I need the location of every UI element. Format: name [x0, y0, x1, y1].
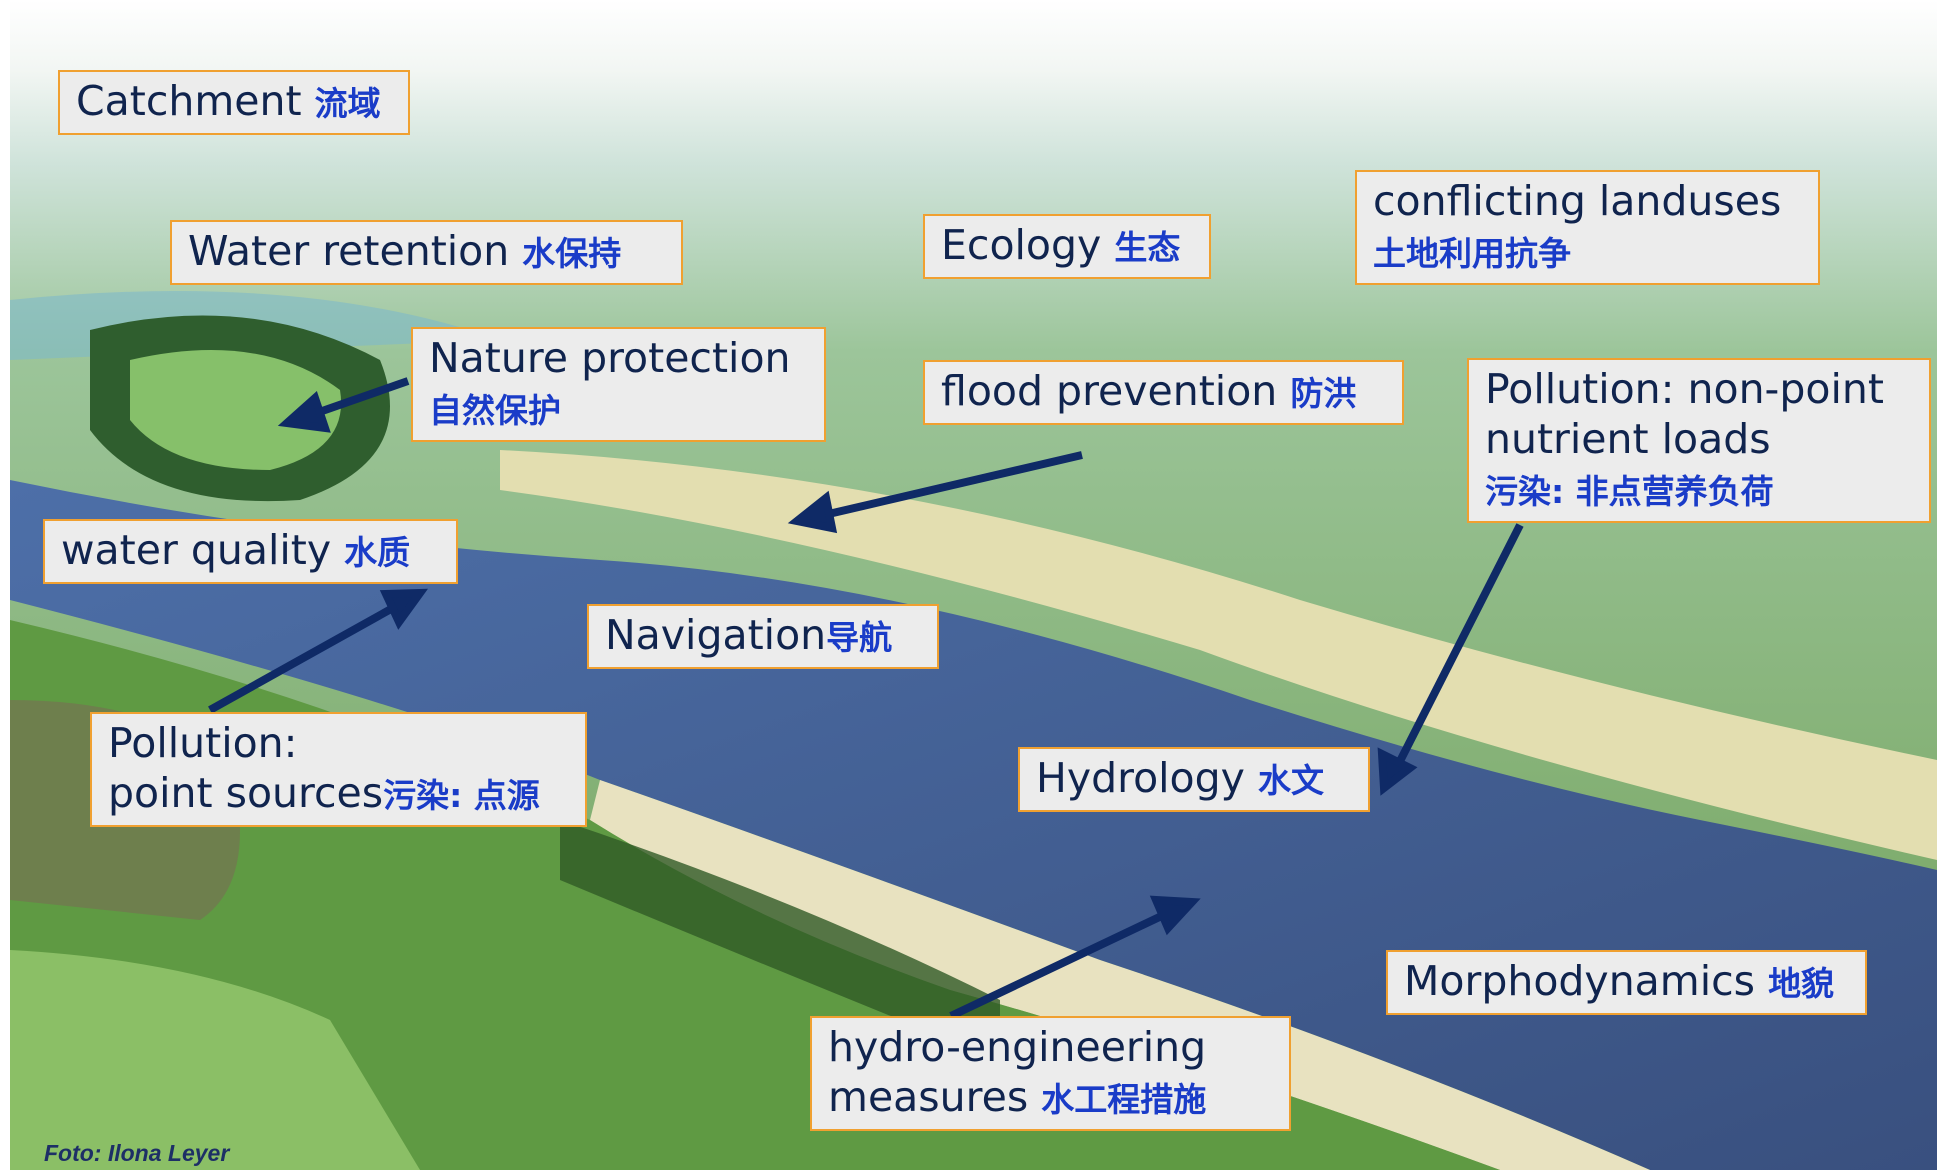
label-text: Pollution: [108, 719, 298, 767]
label-box: Catchment 流域 [58, 70, 410, 135]
photo-credit: Foto: Ilona Leyer [44, 1140, 230, 1166]
label-text: flood prevention [941, 367, 1291, 415]
label-box: Nature protection 自然保护 [411, 327, 826, 442]
label-text: Nature protection [429, 334, 791, 382]
label-text-zh: 自然保护 [429, 391, 561, 430]
label-line: Ecology 生态 [941, 220, 1193, 273]
label-box: flood prevention 防洪 [923, 360, 1404, 425]
label-text: water quality [61, 526, 345, 574]
label-text: point sources [108, 769, 384, 817]
label-text: Pollution: non-point [1485, 365, 1884, 413]
label-line: Navigation导航 [605, 610, 921, 663]
label-line: hydro-engineering [828, 1022, 1273, 1072]
label-line: Hydrology 水文 [1036, 753, 1352, 806]
label-text: nutrient loads [1485, 415, 1771, 463]
label-line: Catchment 流域 [76, 76, 392, 129]
label-box: conflicting landuses 土地利用抗争 [1355, 170, 1820, 285]
label-text-zh: 地貌 [1768, 964, 1835, 1003]
label-text: Hydrology [1036, 754, 1258, 802]
label-text: Morphodynamics [1404, 957, 1769, 1005]
label-line: nutrient loads [1485, 414, 1913, 464]
label-text: Catchment [76, 77, 315, 125]
arrows [208, 377, 1524, 1020]
label-line: flood prevention 防洪 [941, 366, 1386, 419]
label-line: Water retention 水保持 [188, 226, 665, 279]
label-text-zh: 流域 [314, 84, 381, 123]
label-line: point sources污染: 点源 [108, 768, 569, 821]
label-text: hydro-engineering [828, 1023, 1207, 1071]
label-box: hydro-engineering measures 水工程措施 [810, 1016, 1291, 1131]
label-text-zh: 水工程措施 [1041, 1080, 1207, 1119]
label-text-zh: 导航 [826, 618, 893, 657]
label-box: Water retention 水保持 [170, 220, 683, 285]
label-box: Hydrology 水文 [1018, 747, 1370, 812]
label-box: Navigation导航 [587, 604, 939, 669]
label-text: Navigation [605, 611, 827, 659]
label-box: Morphodynamics 地貌 [1386, 950, 1867, 1015]
label-line: Nature protection [429, 333, 808, 383]
label-text: Ecology [941, 221, 1115, 269]
label-line: 污染: 非点营养负荷 [1485, 464, 1913, 517]
label-line: conflicting landuses [1373, 176, 1802, 226]
label-line: 自然保护 [429, 383, 808, 436]
label-line: measures 水工程措施 [828, 1072, 1273, 1125]
label-text-zh: 生态 [1114, 228, 1181, 267]
label-text: Water retention [188, 227, 523, 275]
label-text-zh: 水保持 [522, 234, 622, 273]
label-text-zh: 水质 [344, 533, 411, 572]
label-box: Pollution: point sources污染: 点源 [90, 712, 587, 827]
label-box: Pollution: non-point nutrient loads 污染: 非点… [1467, 358, 1931, 523]
label-line: 土地利用抗争 [1373, 226, 1802, 279]
label-line: water quality 水质 [61, 525, 440, 578]
label-text-zh: 污染: 点源 [383, 776, 540, 815]
label-line: Pollution: non-point [1485, 364, 1913, 414]
label-box: water quality 水质 [43, 519, 458, 584]
label-text-zh: 防洪 [1290, 374, 1357, 413]
label-text-zh: 污染: 非点营养负荷 [1485, 472, 1774, 511]
label-text: measures [828, 1073, 1042, 1121]
label-line: Pollution: [108, 718, 569, 768]
label-text-zh: 土地利用抗争 [1373, 234, 1571, 273]
label-box: Ecology 生态 [923, 214, 1211, 279]
label-line: Morphodynamics 地貌 [1404, 956, 1849, 1009]
label-text-zh: 水文 [1257, 761, 1324, 800]
label-text: conflicting landuses [1373, 177, 1782, 225]
